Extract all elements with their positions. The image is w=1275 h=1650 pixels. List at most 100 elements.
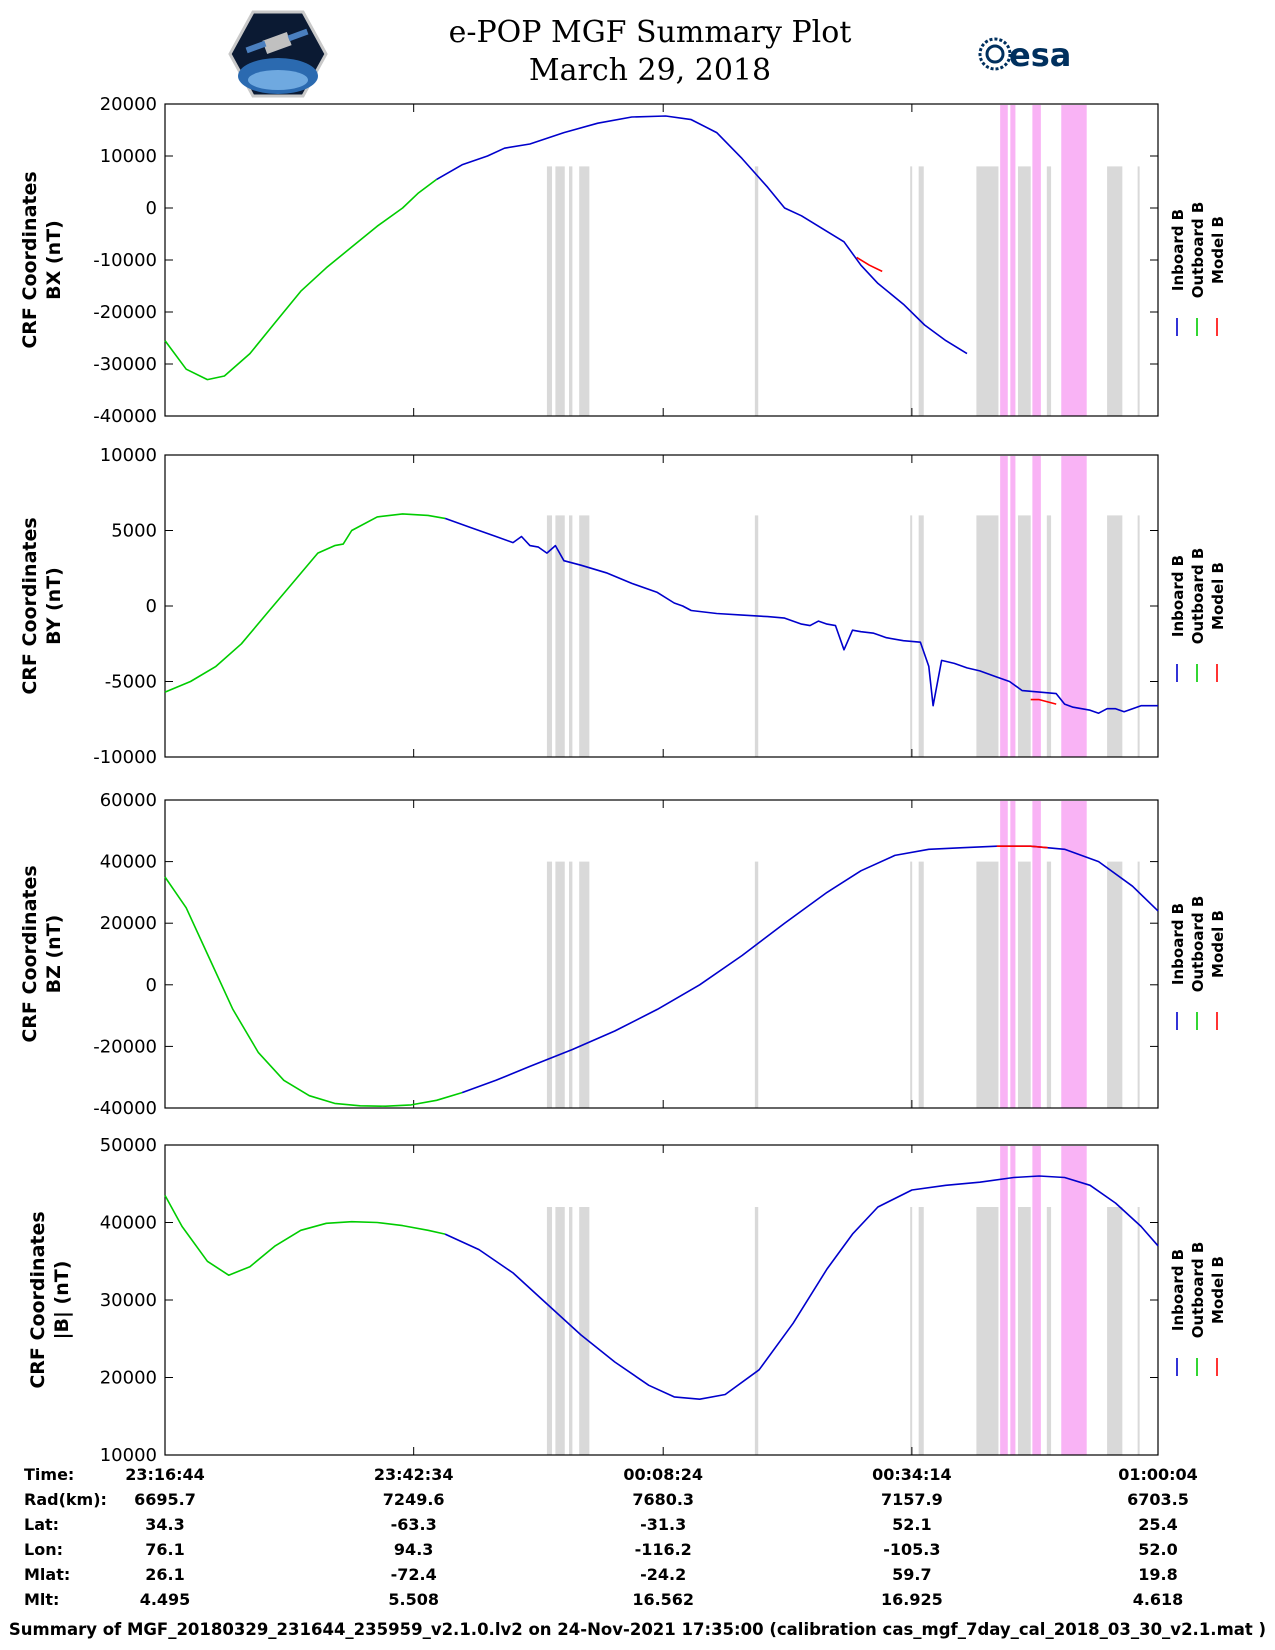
- info-cell: 6703.5: [1127, 1490, 1189, 1509]
- info-cell: -72.4: [391, 1565, 437, 1584]
- pink-band: [1010, 105, 1016, 416]
- y-tick-label: 10000: [100, 146, 157, 167]
- gray-band: [910, 515, 913, 757]
- info-cell: -63.3: [391, 1515, 437, 1534]
- info-cell: 00:08:24: [623, 1465, 703, 1484]
- esa-logo: esa: [978, 36, 1071, 74]
- info-cell: 7249.6: [383, 1490, 445, 1509]
- y-tick-label: -40000: [93, 1098, 157, 1119]
- pink-band: [1061, 801, 1087, 1108]
- info-cell: 59.7: [892, 1565, 931, 1584]
- info-cell: 19.8: [1138, 1565, 1177, 1584]
- gray-band: [910, 861, 913, 1108]
- y-tick-label: 40000: [100, 852, 157, 873]
- footer-caption: Summary of MGF_20180329_231644_235959_v2…: [8, 1620, 1267, 1639]
- pink-band: [1032, 456, 1041, 757]
- series-model-b: [856, 256, 883, 273]
- gray-band: [1107, 515, 1123, 757]
- gray-band: [579, 166, 590, 416]
- legend-label: Model B: [1209, 1256, 1227, 1324]
- y-axis-label-line: CRF Coordinates: [19, 865, 41, 1042]
- gray-band: [754, 166, 759, 416]
- gray-band: [1017, 166, 1031, 416]
- pink-band: [1000, 105, 1008, 416]
- y-tick-label: -40000: [93, 406, 157, 427]
- panel-2: 10000 5000 0 -5000 -10000 CRF Coordinates BY (…: [19, 445, 1227, 768]
- legend-label: Outboard B: [1189, 1242, 1207, 1339]
- pink-band: [1010, 801, 1016, 1108]
- gray-band: [1137, 515, 1140, 757]
- series-outboard-b: [164, 1195, 446, 1276]
- info-cell: 7680.3: [632, 1490, 694, 1509]
- y-tick-label: 5000: [111, 521, 157, 542]
- y-tick-label: 0: [146, 198, 157, 219]
- gray-band: [546, 166, 553, 416]
- gray-band: [546, 1207, 553, 1455]
- info-cell: 34.3: [145, 1515, 184, 1534]
- series-outboard-b: [164, 513, 446, 693]
- gray-band: [1107, 1207, 1123, 1455]
- y-axis-label-line: CRF Coordinates: [27, 1211, 49, 1388]
- y-tick-label: 20000: [100, 1368, 157, 1389]
- panel-3: 60000 40000 20000 0 -20000 -40000 CRF Coordina…: [19, 790, 1227, 1119]
- gray-band: [1137, 166, 1140, 416]
- y-tick-label: -20000: [93, 1036, 157, 1057]
- info-cell: 00:34:14: [872, 1465, 952, 1484]
- y-axis-label-line: BZ (nT): [43, 915, 65, 994]
- gray-band: [546, 515, 553, 757]
- y-tick-label: -10000: [93, 250, 157, 271]
- legend-label: Model B: [1209, 216, 1227, 284]
- info-cell: 01:00:04: [1118, 1465, 1198, 1484]
- y-tick-label: 20000: [100, 913, 157, 934]
- gray-band: [1107, 166, 1123, 416]
- pink-band: [1032, 105, 1041, 416]
- y-tick-label: 10000: [100, 1445, 157, 1466]
- gray-band: [1046, 861, 1052, 1108]
- info-cell: 25.4: [1138, 1515, 1177, 1534]
- legend-label: Inboard B: [1169, 903, 1187, 985]
- y-tick-label: 50000: [100, 1135, 157, 1156]
- pink-band: [1032, 1146, 1041, 1455]
- info-cell: 6695.7: [134, 1490, 196, 1509]
- legend-label: Model B: [1209, 562, 1227, 630]
- pink-band: [1061, 1146, 1087, 1455]
- series-outboard-b: [164, 178, 438, 381]
- gray-band: [976, 1207, 999, 1455]
- y-axis-label-line: CRF Coordinates: [19, 171, 41, 348]
- gray-band: [910, 166, 913, 416]
- plot-frame: [164, 1144, 1159, 1456]
- panel-4: 50000 40000 30000 20000 10000 CRF Coordinates…: [27, 1135, 1227, 1466]
- legend-label: Inboard B: [1169, 209, 1187, 291]
- y-axis-label-line: |B| (nT): [51, 1261, 73, 1340]
- info-row-label: Lon:: [24, 1540, 63, 1559]
- series-model-b: [1030, 698, 1057, 705]
- gray-band: [555, 1207, 565, 1455]
- gray-band: [754, 1207, 759, 1455]
- y-tick-label: -30000: [93, 354, 157, 375]
- info-row-label: Rad(km):: [24, 1490, 107, 1509]
- info-cell: -116.2: [635, 1540, 692, 1559]
- y-axis-label-line: CRF Coordinates: [19, 517, 41, 694]
- y-tick-label: -5000: [105, 672, 157, 693]
- legend-label: Inboard B: [1169, 555, 1187, 637]
- gray-band: [568, 515, 573, 757]
- gray-band: [1046, 166, 1052, 416]
- y-tick-label: 0: [146, 975, 157, 996]
- legend-label: Model B: [1209, 910, 1227, 978]
- gray-band: [1017, 861, 1031, 1108]
- gray-band: [579, 515, 590, 757]
- y-tick-label: 40000: [100, 1213, 157, 1234]
- info-cell: 52.1: [892, 1515, 931, 1534]
- info-cell: 23:16:44: [125, 1465, 205, 1484]
- info-cell: 76.1: [145, 1540, 184, 1559]
- gray-band: [568, 861, 573, 1108]
- y-axis-label-line: BX (nT): [43, 220, 65, 300]
- esa-logo-text: esa: [1009, 36, 1071, 74]
- gray-band: [1017, 515, 1031, 757]
- info-cell: 16.562: [632, 1590, 694, 1609]
- y-axis-label: CRF Coordinates BX (nT): [19, 171, 65, 348]
- info-cell: 4.618: [1133, 1590, 1184, 1609]
- info-cell: 5.508: [388, 1590, 439, 1609]
- info-row-label: Mlat:: [24, 1565, 70, 1584]
